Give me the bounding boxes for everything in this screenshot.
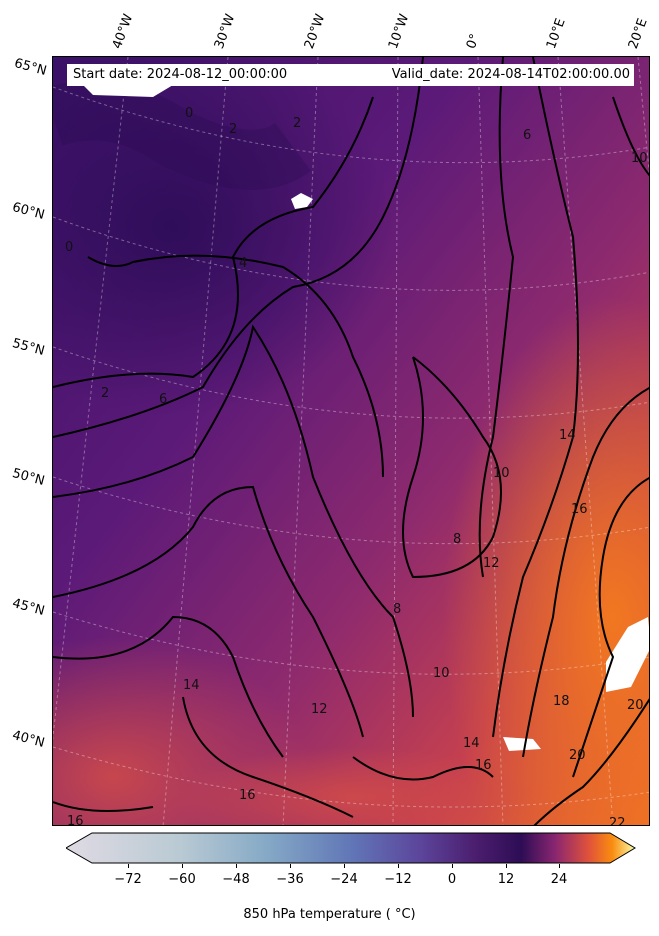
contour-labels: 0 2 0 4 2 6 8 10 12 14 12 10 8 16 14 16 … [65,106,648,826]
lat-label: 40°N [10,728,47,751]
lon-label: 10°E [543,16,569,51]
map-field: 0 2 0 4 2 6 8 10 12 14 12 10 8 16 14 16 … [53,57,649,826]
lat-label: 65°N [12,56,49,79]
contour-label: 20 [627,698,644,713]
date-header: Start date: 2024-08-12_00:00:00 Valid_da… [67,64,634,86]
lon-label: 20°E [625,16,651,51]
lon-label: 30°W [211,12,239,51]
contour-lines [53,57,649,825]
contour-label: 2 [101,386,109,401]
contour-label: 2 [293,116,301,131]
lon-label: 40°W [109,12,137,51]
contour-label: 10 [433,666,450,681]
lat-label: 50°N [10,466,47,489]
contour-label: 0 [65,240,73,255]
warm-region [173,747,533,825]
contour-label: 16 [475,758,492,773]
contour-label: 16 [571,502,588,517]
start-date: Start date: 2024-08-12_00:00:00 [73,67,288,82]
colorbar-label: 850 hPa temperature ( °C) [243,907,416,922]
data-gap [606,617,649,692]
colorbar-tick: −60 [168,872,196,887]
lat-label: 60°N [10,200,47,223]
graticule [53,57,649,825]
contour-label: 18 [553,694,570,709]
colorbar-tick: −72 [114,872,142,887]
colorbar-tick: −12 [384,872,412,887]
colorbar-fill [66,832,636,864]
contour-label: 12 [311,702,328,717]
contour-label: 12 [483,556,500,571]
contour-label: 20 [569,748,586,763]
contour-label: 2 [229,122,237,137]
colorbar-tick: −36 [276,872,304,887]
contour-label: 22 [609,816,626,826]
colorbar-tick: 24 [550,872,568,887]
lon-label: 10°W [385,12,413,51]
temperature-map[interactable]: 0 2 0 4 2 6 8 10 12 14 12 10 8 16 14 16 … [52,56,650,826]
lon-label: 0° [463,31,484,51]
colorbar-tick: 0 [447,872,457,887]
cold-region [53,57,393,417]
contour-label: 8 [393,602,401,617]
contour-label: 16 [67,814,84,826]
colorbar [66,832,636,864]
contour-label: 4 [239,256,247,271]
lat-label: 55°N [10,336,47,359]
valid-date: Valid_date: 2024-08-14T02:00:00.00 [391,67,630,82]
contour-label: 8 [453,532,461,547]
data-gap [291,193,313,209]
contour-label: 10 [631,151,648,166]
contour-label: 14 [559,428,576,443]
colorbar-tick: 12 [497,872,515,887]
colorbar-tick: −48 [222,872,250,887]
colorbar-tick: −24 [330,872,358,887]
lon-label: 20°W [301,12,329,51]
contour-label: 14 [463,736,480,751]
lat-label: 45°N [10,596,47,619]
contour-label: 0 [185,106,193,121]
data-gap [503,737,541,751]
contour-label: 6 [523,128,531,143]
contour-label: 10 [493,466,510,481]
contour-label: 16 [239,788,256,803]
contour-label: 6 [159,392,167,407]
contour-label: 14 [183,678,200,693]
